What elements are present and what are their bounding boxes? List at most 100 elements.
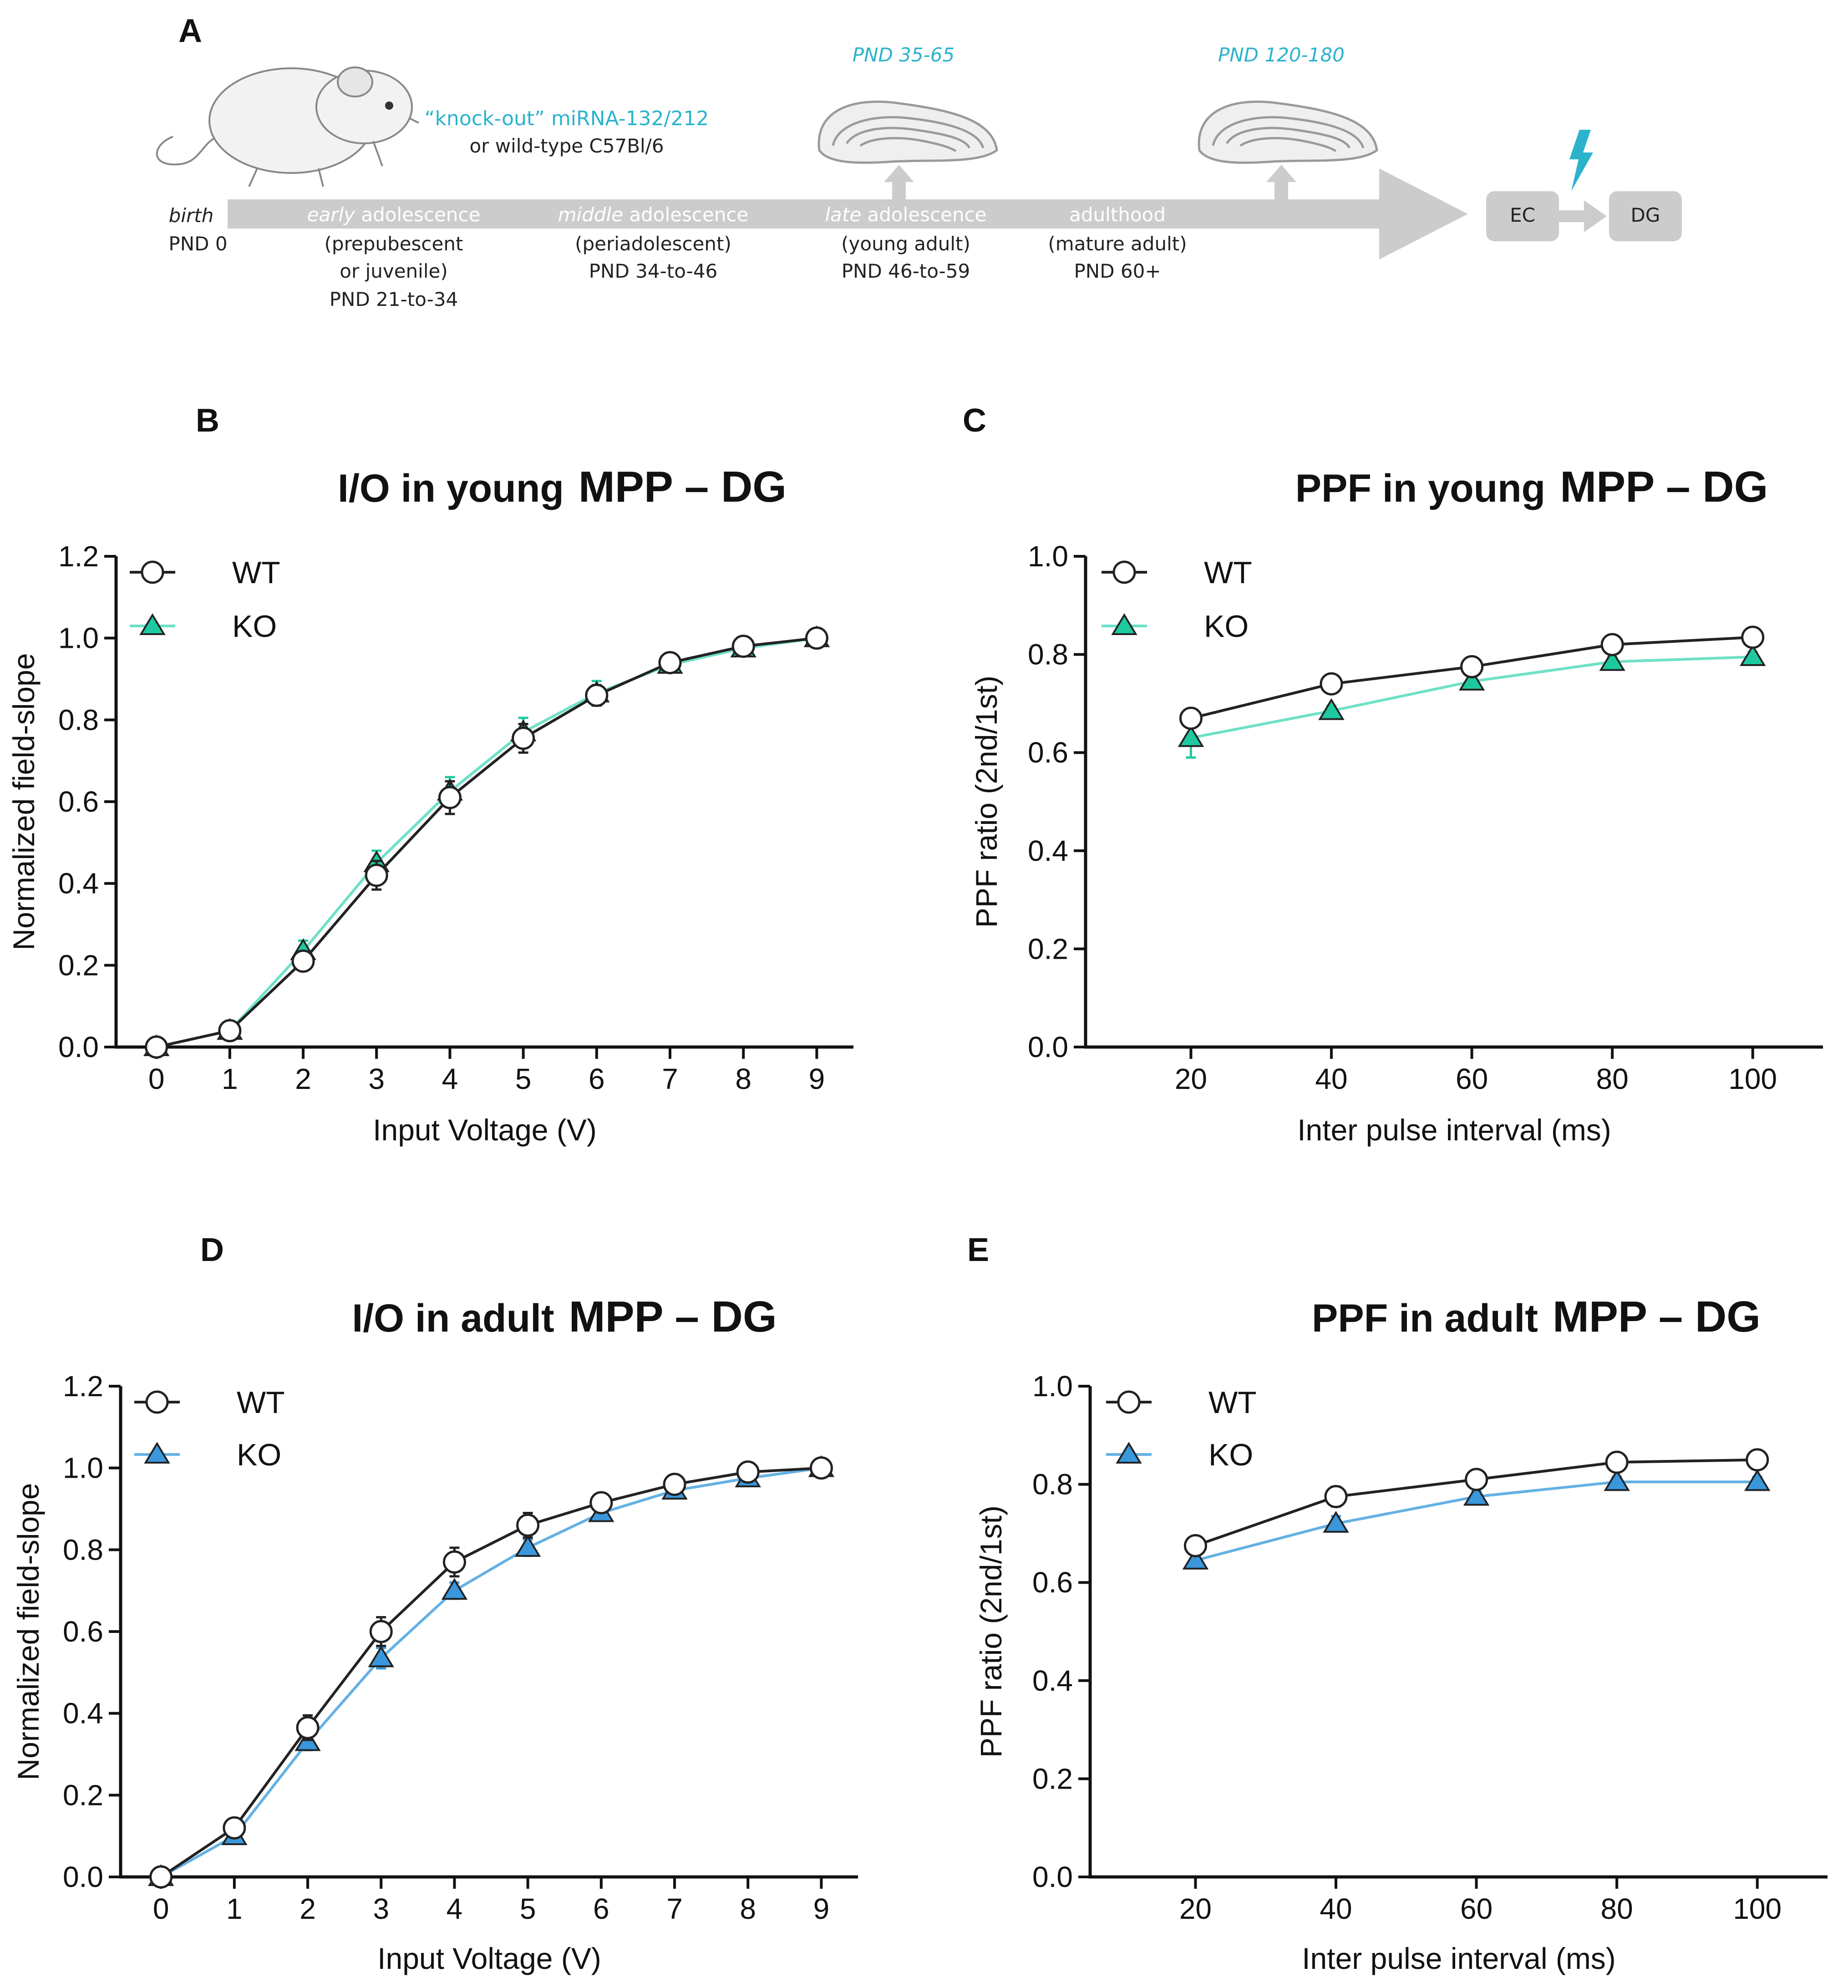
- chart-b-ko-series-line: [156, 636, 817, 1048]
- chart-d-ko-point: [441, 1578, 468, 1600]
- chart-b-x-tick-label: 1: [222, 1063, 238, 1095]
- chart-b-y-tick-label: 0.4: [58, 867, 99, 900]
- chart-d-title: I/O in adult MPP – DG: [352, 1292, 777, 1341]
- chart-c-y-tick-label: 0.6: [1028, 736, 1068, 769]
- mouse-illustration: [156, 66, 419, 187]
- chart-e-legend-wt-marker: [1117, 1390, 1141, 1414]
- chart-d-y-tick-label: 1.0: [63, 1452, 103, 1485]
- chart-d-x-tick-label: 5: [520, 1892, 536, 1925]
- chart-b-legend-ko-marker: [139, 613, 166, 635]
- chart-b-y-tick-label: 1.0: [58, 622, 99, 655]
- chart-c-x-axis-label: Inter pulse interval (ms): [1297, 1113, 1611, 1147]
- slice-pointer-adult: [1266, 165, 1296, 199]
- chart-c-wt-point: [1741, 625, 1765, 649]
- stage-1-em: middle: [558, 203, 623, 226]
- stage-0-desc-3: PND 21-to-34: [330, 288, 458, 310]
- chart-d-y-tick-label: 0.8: [63, 1533, 103, 1566]
- chart-e-x-tick-label: 80: [1601, 1892, 1633, 1925]
- chart-c-y-tick-label: 0.2: [1028, 932, 1068, 965]
- stage-2-em: late: [825, 203, 861, 226]
- ec-dg-arrow: [1559, 200, 1607, 232]
- chart-b-title: I/O in young MPP – DG: [338, 463, 787, 511]
- chart-d-legend-wt-marker: [145, 1390, 169, 1414]
- stage-3-desc-2: PND 60+: [1074, 260, 1161, 282]
- chart-c-title: PPF in young MPP – DG: [1295, 463, 1768, 511]
- chart-c-x-tick-label: 20: [1175, 1063, 1207, 1095]
- chart-d-x-tick-label: 6: [593, 1892, 609, 1925]
- chart-d-y-tick-label: 0.0: [63, 1861, 103, 1893]
- chart-d-ko-point: [514, 1535, 541, 1557]
- chart-e-wt-point: [1465, 1468, 1488, 1491]
- chart-b-legend-ko-label: KO: [232, 609, 277, 644]
- chart-b-x-tick-label: 9: [809, 1063, 825, 1095]
- chart-c-x-tick-label: 40: [1315, 1063, 1347, 1095]
- chart-d-wt-point: [736, 1460, 760, 1484]
- chart-c-legend-ko-label: KO: [1204, 609, 1249, 644]
- panel-a: A “knock-out” miRNA-132/212 or wild-type…: [156, 13, 1682, 310]
- chart-d-x-tick-label: 4: [447, 1892, 463, 1925]
- chart-b-y-tick-label: 0.6: [58, 785, 99, 818]
- chart-b-wt-point: [145, 1035, 168, 1059]
- chart-d-wt-point: [442, 1550, 466, 1574]
- chart-b-x-tick-label: 7: [662, 1063, 678, 1095]
- chart-e: E PPF in adult MPP – DG 0.0 0.2 0.4 0.6 0.8 1.…: [967, 1232, 1828, 1975]
- stage-3-desc-1: (mature adult): [1048, 233, 1187, 255]
- chart-d-x-tick-label: 9: [813, 1892, 830, 1925]
- chart-c-x-tick-label: 60: [1456, 1063, 1488, 1095]
- chart-d-x-tick-label: 2: [300, 1892, 316, 1925]
- chart-d-x-tick-label: 3: [373, 1892, 389, 1925]
- chart-c-y-tick-label: 0.4: [1028, 834, 1068, 867]
- stage-0-rest: adolescence: [355, 203, 480, 226]
- chart-e-wt-point: [1324, 1485, 1348, 1509]
- panel-letter-a: A: [178, 13, 202, 49]
- chart-b-wt-series-line: [156, 636, 817, 1048]
- chart-c-wt-point: [1320, 672, 1343, 696]
- chart-d-title-part-1: I/O in adult: [352, 1297, 554, 1340]
- chart-e-title: PPF in adult MPP – DG: [1312, 1292, 1761, 1341]
- chart-e-y-tick-label: 0.8: [1032, 1468, 1073, 1501]
- dg-box: [1609, 191, 1682, 241]
- chart-d-wt-point: [149, 1865, 173, 1889]
- genotype-line-1: “knock-out” miRNA-132/212: [425, 107, 709, 130]
- chart-d-legend-ko-label: KO: [237, 1438, 281, 1472]
- chart-c-title-part-1: PPF in young: [1295, 467, 1545, 510]
- slice-pointer-young: [884, 165, 914, 199]
- chart-e-ko-point: [1744, 1469, 1771, 1491]
- chart-e-x-tick-label: 40: [1320, 1892, 1352, 1925]
- chart-e-ko-point: [1182, 1547, 1209, 1570]
- chart-d-wt-point: [809, 1456, 833, 1480]
- chart-d-x-tick-label: 8: [740, 1892, 756, 1925]
- chart-d-x-tick-label: 1: [226, 1892, 243, 1925]
- panel-letter-d: D: [200, 1232, 224, 1268]
- chart-e-y-tick-label: 1.0: [1032, 1370, 1073, 1403]
- chart-c-y-tick-label: 0.0: [1028, 1031, 1068, 1063]
- chart-e-wt-point: [1605, 1450, 1629, 1474]
- chart-b-x-tick-label: 4: [442, 1063, 458, 1095]
- chart-b-y-tick-label: 1.2: [58, 540, 99, 573]
- chart-e-wt-point: [1746, 1448, 1769, 1472]
- chart-b-y-tick-label: 0.8: [58, 703, 99, 736]
- chart-d-x-tick-label: 0: [153, 1892, 169, 1925]
- chart-c-wt-point: [1179, 707, 1203, 730]
- chart-e-legend-wt-label: WT: [1208, 1385, 1257, 1420]
- chart-e-x-tick-label: 100: [1733, 1892, 1782, 1925]
- chart-c-ko-point: [1318, 698, 1345, 720]
- stage-0-label: early adolescence: [307, 203, 481, 226]
- chart-e-x-tick-label: 60: [1460, 1892, 1493, 1925]
- chart-d-y-axis-label: Normalized field-slope: [11, 1483, 45, 1780]
- lightning-bolt-icon: [1569, 130, 1593, 191]
- chart-d-ko-series-line: [160, 1466, 822, 1878]
- chart-e-ko-point: [1323, 1510, 1349, 1533]
- chart-e-wt-point: [1183, 1534, 1207, 1557]
- chart-b-title-part-1: I/O in young: [338, 467, 564, 510]
- chart-d-wt-series-line: [160, 1466, 822, 1878]
- chart-b-title-part-2: MPP – DG: [579, 463, 787, 511]
- chart-b-x-tick-label: 6: [589, 1063, 605, 1095]
- chart-c-title-part-2: MPP – DG: [1560, 463, 1768, 511]
- stage-1-desc-1: (periadolescent): [575, 233, 731, 255]
- chart-d-y-tick-label: 1.2: [63, 1370, 103, 1403]
- chart-b-legend-wt-marker: [141, 560, 164, 584]
- chart-b-wt-point: [218, 1019, 242, 1042]
- chart-e-ko-point: [1604, 1469, 1630, 1491]
